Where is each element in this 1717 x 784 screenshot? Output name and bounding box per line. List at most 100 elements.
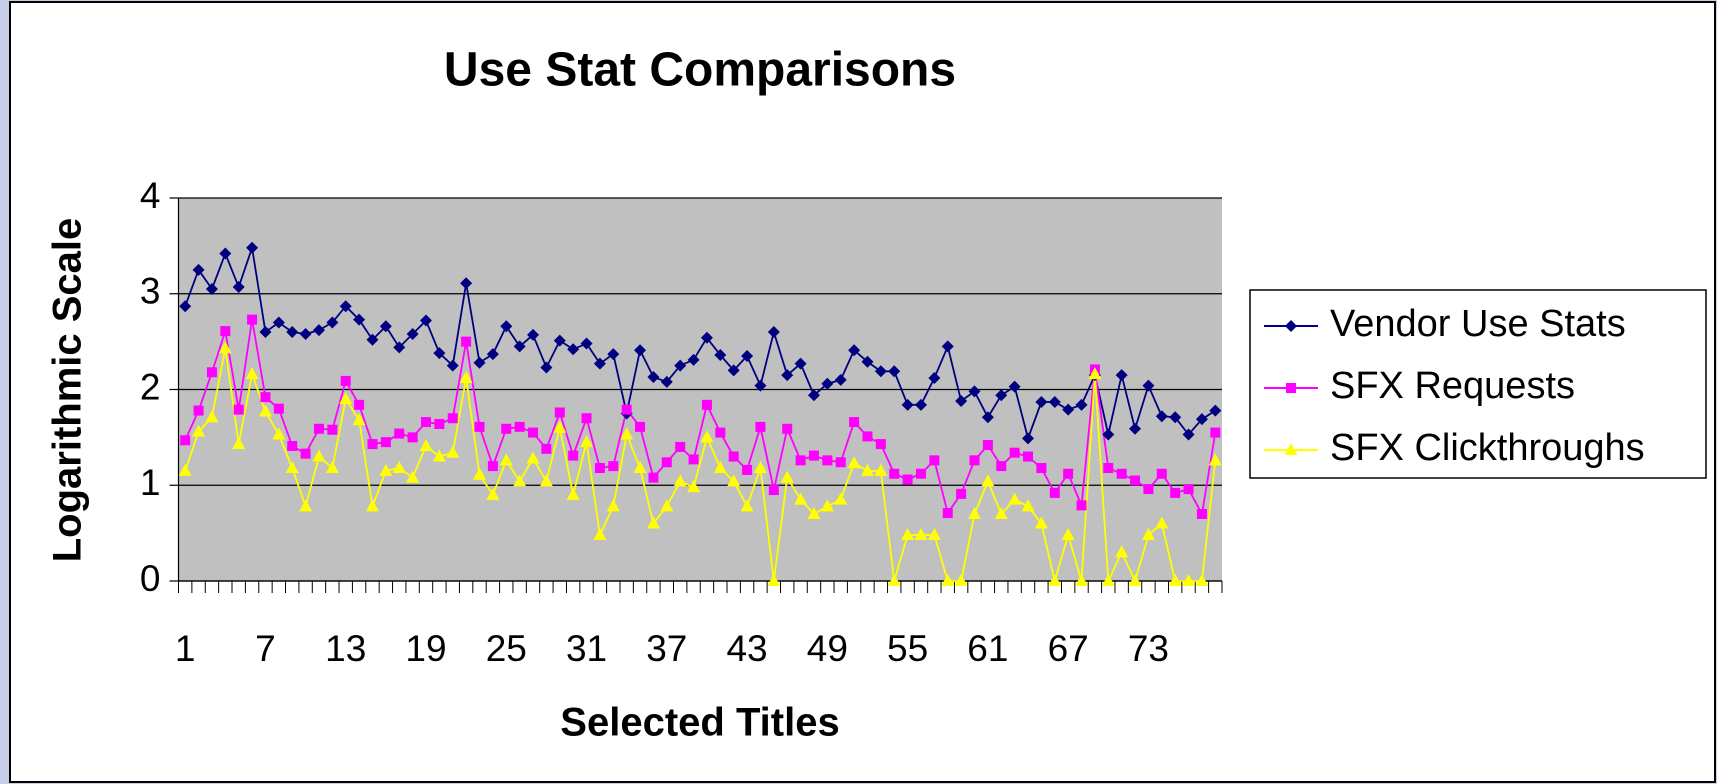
- marker: [782, 423, 793, 434]
- marker: [956, 488, 967, 499]
- marker: [339, 300, 352, 313]
- legend-label: SFX Requests: [1330, 365, 1575, 407]
- marker: [847, 456, 861, 469]
- marker: [192, 424, 206, 437]
- y-tick-label: 4: [140, 175, 161, 216]
- marker: [259, 326, 272, 339]
- marker: [220, 326, 231, 337]
- marker: [861, 355, 874, 368]
- marker: [621, 404, 632, 415]
- marker: [1129, 422, 1142, 435]
- marker: [1088, 367, 1102, 380]
- marker: [219, 247, 232, 260]
- x-tick-label: 61: [967, 628, 1008, 669]
- marker: [674, 359, 687, 372]
- marker: [501, 423, 512, 434]
- marker: [875, 439, 886, 450]
- marker: [380, 437, 391, 448]
- marker: [553, 420, 567, 433]
- marker: [969, 455, 980, 466]
- marker: [379, 463, 393, 476]
- marker: [954, 574, 968, 586]
- marker: [247, 314, 258, 325]
- marker: [1155, 516, 1169, 529]
- chart-title: Use Stat Comparisons: [444, 44, 956, 97]
- marker: [660, 499, 674, 512]
- marker: [901, 528, 915, 541]
- marker: [312, 449, 326, 462]
- marker: [367, 439, 378, 450]
- marker: [781, 369, 794, 382]
- marker: [514, 421, 525, 432]
- marker: [379, 320, 392, 333]
- marker: [1008, 380, 1021, 393]
- marker: [820, 499, 834, 512]
- marker: [821, 377, 834, 390]
- marker: [606, 499, 620, 512]
- marker: [393, 341, 406, 354]
- marker: [299, 327, 312, 340]
- x-tick-label: 49: [807, 628, 848, 669]
- marker: [727, 364, 740, 377]
- marker: [474, 421, 485, 432]
- marker: [1116, 468, 1127, 479]
- x-tick-label: 43: [726, 628, 767, 669]
- x-tick-label: 19: [405, 628, 446, 669]
- marker: [513, 474, 527, 487]
- marker: [272, 427, 286, 440]
- marker: [352, 413, 366, 426]
- marker: [982, 440, 993, 451]
- marker: [834, 492, 848, 505]
- marker: [889, 468, 900, 479]
- marker: [688, 454, 699, 465]
- marker: [687, 353, 700, 366]
- marker: [178, 463, 192, 476]
- marker: [1036, 463, 1047, 474]
- marker: [755, 421, 766, 432]
- marker: [407, 432, 418, 443]
- marker: [366, 333, 379, 346]
- marker: [406, 470, 420, 483]
- marker: [1195, 413, 1208, 426]
- marker: [634, 344, 647, 357]
- marker: [928, 372, 941, 385]
- marker: [767, 574, 781, 586]
- marker: [927, 528, 941, 541]
- marker: [527, 328, 540, 341]
- marker: [633, 461, 647, 474]
- marker: [646, 516, 660, 529]
- marker: [1168, 574, 1182, 586]
- marker: [1195, 574, 1209, 586]
- marker: [325, 461, 339, 474]
- marker: [1022, 432, 1035, 445]
- legend-box: [1249, 289, 1707, 479]
- marker: [901, 398, 914, 411]
- marker: [620, 427, 634, 440]
- x-tick-label: 67: [1048, 628, 1089, 669]
- marker: [647, 371, 660, 384]
- marker: [1196, 508, 1207, 519]
- marker: [580, 337, 593, 350]
- marker: [1143, 484, 1154, 495]
- marker: [566, 487, 580, 500]
- marker: [299, 499, 313, 512]
- marker: [446, 445, 460, 458]
- marker: [996, 461, 1007, 472]
- marker: [1169, 411, 1182, 424]
- marker: [794, 492, 808, 505]
- marker: [1103, 463, 1114, 474]
- marker: [286, 326, 299, 339]
- marker: [1115, 545, 1129, 558]
- marker: [461, 336, 472, 347]
- marker: [1075, 574, 1089, 586]
- marker: [581, 413, 592, 424]
- marker: [994, 506, 1008, 519]
- marker: [754, 379, 767, 392]
- marker: [727, 474, 741, 487]
- marker: [834, 373, 847, 386]
- marker: [660, 375, 673, 388]
- marker: [742, 464, 753, 475]
- marker: [713, 461, 727, 474]
- marker: [807, 506, 821, 519]
